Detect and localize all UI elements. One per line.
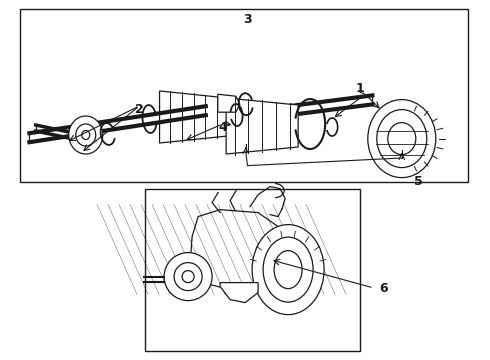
Polygon shape: [218, 94, 240, 112]
Ellipse shape: [82, 131, 90, 140]
Bar: [145, 189, 360, 351]
Circle shape: [164, 253, 212, 301]
Ellipse shape: [76, 124, 96, 146]
Text: 5: 5: [414, 175, 423, 188]
Ellipse shape: [388, 123, 416, 154]
Polygon shape: [220, 283, 258, 303]
Polygon shape: [160, 91, 227, 143]
Text: 2: 2: [135, 103, 144, 116]
Polygon shape: [226, 98, 298, 154]
Ellipse shape: [274, 251, 302, 289]
Bar: [20, 9, 468, 182]
Text: 1: 1: [356, 82, 365, 95]
Ellipse shape: [69, 116, 103, 154]
Text: 6: 6: [380, 282, 389, 294]
Ellipse shape: [377, 109, 427, 168]
Ellipse shape: [252, 225, 324, 315]
Ellipse shape: [368, 100, 436, 177]
Text: 3: 3: [243, 13, 252, 26]
Circle shape: [182, 271, 194, 283]
Text: 4: 4: [219, 121, 227, 134]
Polygon shape: [190, 210, 282, 289]
Circle shape: [174, 262, 202, 291]
Ellipse shape: [263, 237, 313, 302]
